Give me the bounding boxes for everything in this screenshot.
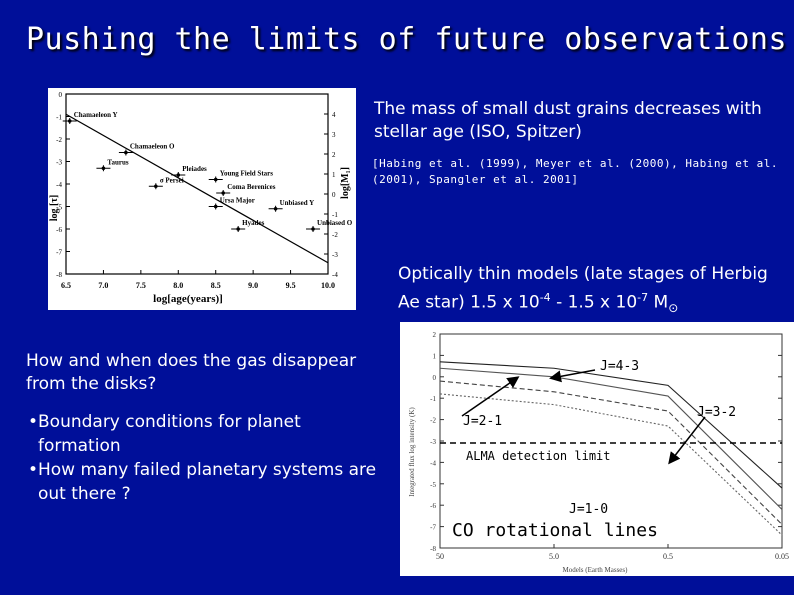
y-tick-label: -7 [430, 524, 436, 532]
arrow-j32 [668, 416, 706, 465]
x-tick-label: 10.0 [321, 281, 335, 290]
data-point [67, 119, 72, 123]
models-text: Optically thin models (late stages of He… [398, 264, 768, 313]
y-tick-label-left: -4 [56, 181, 62, 189]
y-tick-label-right: -4 [332, 271, 338, 279]
x-tick-label: 0.05 [775, 552, 789, 561]
data-point [101, 166, 106, 171]
y-tick-label-left: -7 [56, 249, 62, 257]
bullet-item: Boundary conditions for planet formation [28, 410, 378, 458]
label-alma-limit: ALMA detection limit [466, 449, 611, 463]
label-j10: J=1-0 [569, 502, 609, 517]
dust-xlabel: log[age(years)] [153, 293, 223, 305]
point-label: σ Persei [160, 176, 184, 184]
dust-ylabel-right: log[M₁] [340, 167, 351, 199]
co-xlabel: Models (Earth Masses) [563, 566, 629, 574]
series-line [439, 367, 783, 510]
sun-symbol: ⊙ [668, 301, 679, 316]
x-tick-label: 6.5 [61, 281, 71, 290]
y-tick-label-left: -1 [56, 114, 62, 122]
data-point [273, 206, 278, 211]
arrow-j43 [549, 369, 596, 383]
series-line [439, 361, 783, 489]
co-ylabel: Integrated flux log intensity (K) [408, 407, 416, 497]
gas-question: How and when does the gas disappear from… [26, 351, 357, 394]
point-label: Unbiased Y [280, 199, 315, 207]
y-tick-label-right: 3 [332, 131, 336, 139]
point-label: Young Field Stars [220, 170, 274, 178]
dust-age-plot-panel: log [τ] log[M₁] log[age(years)] 6.5 7.0 7.… [48, 88, 356, 310]
label-j21: J=2-1 [463, 414, 503, 429]
point-label: Hyades [242, 219, 264, 227]
y-tick-label-right: 4 [332, 111, 336, 119]
y-tick-label-left: -5 [56, 204, 62, 212]
label-j32: J=3-2 [697, 405, 737, 420]
x-tick-label: 7.5 [136, 281, 146, 290]
bullet-list: Boundary conditions for planet formation… [28, 410, 378, 506]
bullet-item: How many failed planetary systems are ou… [28, 458, 378, 506]
y-tick-label: 2 [433, 331, 437, 339]
x-tick-label: 5.0 [549, 552, 559, 561]
y-tick-label: -3 [430, 438, 436, 446]
fit-line [65, 113, 329, 264]
y-tick-label: -1 [430, 395, 436, 403]
co-models-plot: Integrated flux log intensity (K) Models… [408, 331, 789, 574]
data-point [154, 184, 158, 189]
point-label: Pleiades [182, 165, 207, 173]
x-tick-label: 0.5 [663, 552, 673, 561]
y-tick-label-left: -2 [56, 136, 62, 144]
x-tick-label: 9.5 [286, 281, 296, 290]
data-point [213, 204, 218, 209]
y-tick-label-left: -8 [56, 271, 62, 279]
y-tick-label: 1 [433, 352, 437, 360]
models-exp2: -7 [637, 291, 649, 304]
series-line [439, 380, 783, 525]
dust-age-plot: log [τ] log[M₁] log[age(years)] 6.5 7.0 7.… [49, 91, 353, 305]
y-tick-label-right: -2 [332, 231, 338, 239]
dust-ylabel-left: log [τ] [49, 195, 60, 222]
data-point [124, 150, 128, 155]
co-caption: CO rotational lines [450, 520, 660, 541]
models-unit: M [648, 292, 669, 313]
x-tick-label: 8.0 [173, 281, 183, 290]
point-label: Chamaeleon O [130, 143, 175, 151]
y-tick-label: -5 [430, 481, 436, 489]
y-tick-label-right: 0 [332, 191, 336, 199]
series-line [439, 393, 783, 536]
y-tick-label: -8 [430, 545, 436, 553]
models-exp1: -4 [539, 291, 551, 304]
data-point [236, 227, 240, 231]
y-tick-label-left: 0 [59, 91, 63, 99]
x-tick-label: 9.0 [248, 281, 258, 290]
y-tick-label: -2 [430, 417, 436, 425]
y-tick-label-right: 1 [332, 171, 336, 179]
models-description: Optically thin models (late stages of He… [398, 262, 778, 320]
y-tick-label-left: -3 [56, 159, 62, 167]
x-tick-label: 50 [436, 552, 444, 561]
y-tick-label-right: 2 [332, 151, 336, 159]
x-tick-label: 8.5 [211, 281, 221, 290]
x-tick-label: 7.0 [98, 281, 108, 290]
y-tick-label: 0 [433, 374, 437, 382]
label-j43: J=4-3 [600, 359, 640, 374]
slide-title: Pushing the limits of future observation… [26, 22, 788, 57]
models-mid: - 1.5 x 10 [550, 292, 638, 313]
references-text: [Habing et al. (1999), Meyer et al. (200… [372, 157, 778, 186]
y-tick-label: -6 [430, 502, 436, 510]
dust-description: The mass of small dust grains decreases … [374, 99, 762, 142]
point-label: Taurus [107, 158, 128, 166]
y-tick-label-right: -3 [332, 251, 338, 259]
point-label: Ursa Major [220, 197, 255, 205]
point-label: Chamaeleon Y [74, 111, 118, 119]
data-point [311, 227, 315, 231]
point-label: Coma Berenices [227, 183, 276, 191]
y-tick-label-right: -1 [332, 211, 338, 219]
data-point [213, 177, 218, 182]
y-tick-label: -4 [430, 459, 436, 467]
point-label: Unbiased O [317, 219, 353, 227]
arrow-j21 [461, 376, 520, 417]
y-tick-label-left: -6 [56, 226, 62, 234]
data-point [221, 191, 225, 195]
data-point [176, 173, 181, 177]
